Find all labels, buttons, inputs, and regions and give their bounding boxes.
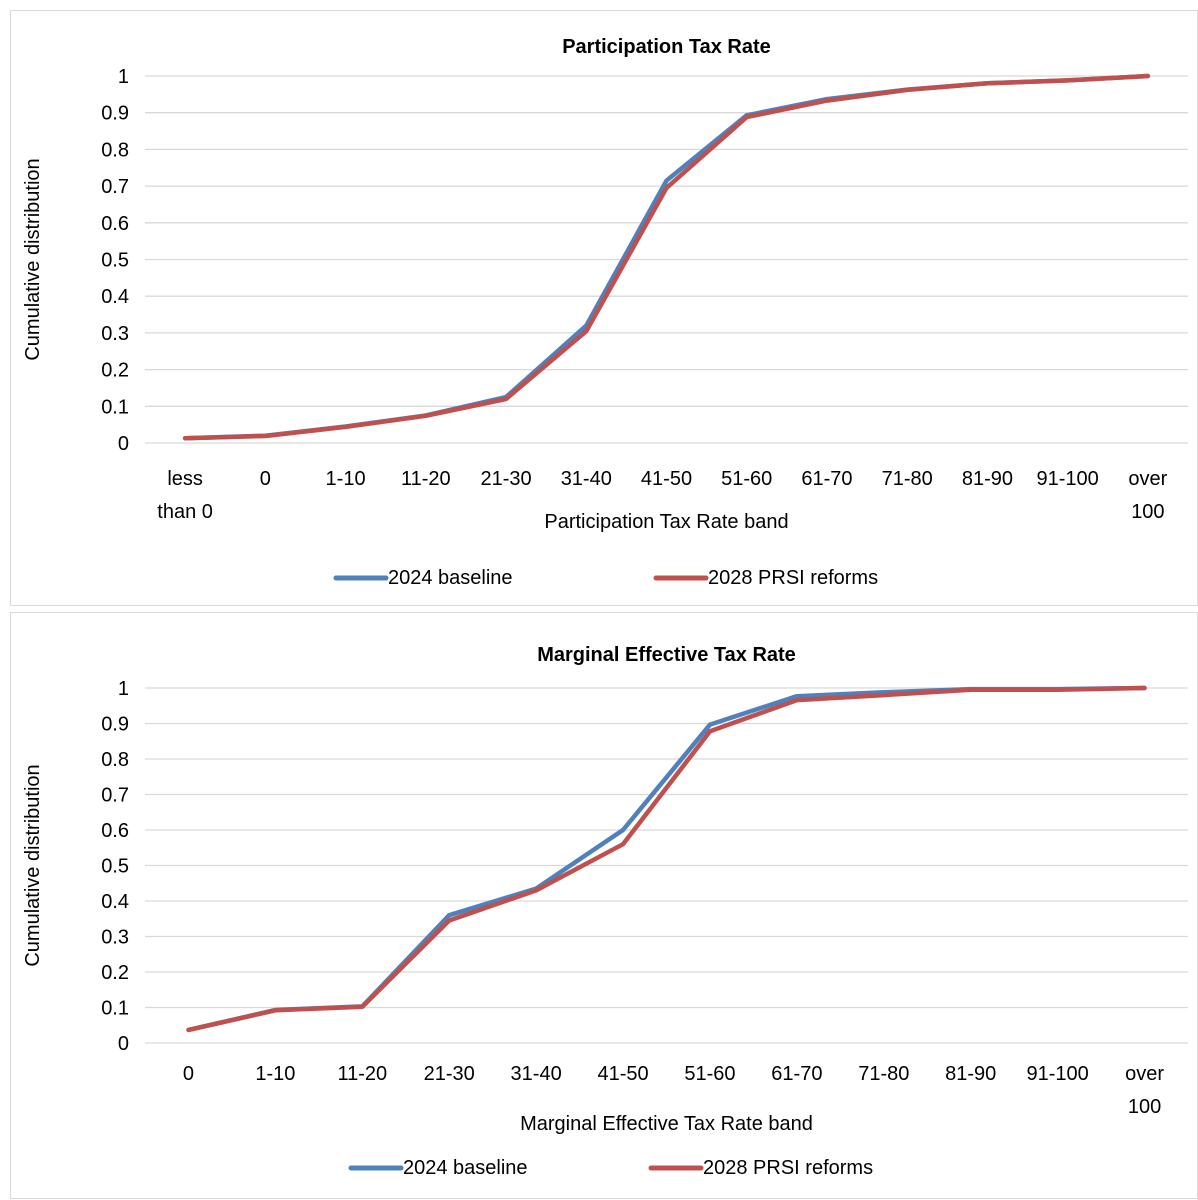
x-tick-label-line: less (167, 468, 203, 490)
x-tick-label: 91-100 (1037, 468, 1099, 490)
y-axis-title: Cumulative distribution (22, 158, 44, 360)
series-line-1 (182, 73, 1151, 441)
x-tick-label-line: 91-100 (1026, 1063, 1088, 1085)
legend-label: 2024 baseline (388, 567, 513, 589)
x-tick-label-line: 1-10 (326, 468, 366, 490)
y-tick-label: 0.8 (101, 749, 129, 771)
x-tick-label: 21-30 (424, 1063, 475, 1085)
y-tick-label: 0.2 (101, 360, 129, 382)
x-tick-label-line: 51-60 (721, 468, 772, 490)
chart-participation-tax-rate: Participation Tax Rate 0 0.1 0.2 0.3 0.4 0.5 0.… (22, 36, 1188, 589)
y-tick-label: 0.6 (101, 213, 129, 235)
x-axis-title: Marginal Effective Tax Rate band (520, 1113, 813, 1135)
x-tick-label: over 100 (1128, 468, 1167, 523)
x-tick-label: over 100 (1125, 1063, 1164, 1118)
chart-panel-marginal: Marginal Effective Tax Rate 0 0.1 0.2 0.3 0.4… (10, 612, 1198, 1199)
x-tick-label-line: 61-70 (771, 1063, 822, 1085)
x-tick-label: 31-40 (561, 468, 612, 490)
x-tick-label-line: 1-10 (255, 1063, 295, 1085)
x-tick-label: 41-50 (597, 1063, 648, 1085)
x-tick-label-line: 41-50 (641, 468, 692, 490)
y-tick-label: 0.8 (101, 139, 129, 161)
series-line-2 (186, 685, 1147, 1033)
x-tick-label-line: 91-100 (1037, 468, 1099, 490)
y-tick-label: 0.7 (101, 785, 129, 807)
y-tick-label: 0.7 (101, 176, 129, 198)
x-tick-label-line: 31-40 (511, 1063, 562, 1085)
x-tick-label-line: over (1125, 1063, 1164, 1085)
x-tick-label: 41-50 (641, 468, 692, 490)
y-tick-label: 0.4 (101, 286, 129, 308)
chart-panel-participation: Participation Tax Rate 0 0.1 0.2 0.3 0.4 0.5 0.… (10, 10, 1198, 606)
y-tick-label: 0.9 (101, 103, 129, 125)
y-tick-label: 0.5 (101, 250, 129, 272)
y-tick-label: 0 (118, 433, 129, 455)
x-tick-label-line: 61-70 (801, 468, 852, 490)
x-tick-label: 61-70 (771, 1063, 822, 1085)
y-tick-label: 0.1 (101, 998, 129, 1020)
x-tick-label-line: 71-80 (882, 468, 933, 490)
y-axis-title: Cumulative distribution (22, 764, 44, 966)
legend-label: 2024 baseline (403, 1157, 528, 1179)
x-tick-label-line: 100 (1131, 501, 1164, 523)
x-tick-label-line: 21-30 (424, 1063, 475, 1085)
y-tick-label: 0.1 (101, 396, 129, 418)
x-tick-label-line: 81-90 (962, 468, 1013, 490)
y-tick-label: 0.3 (101, 927, 129, 949)
x-tick-label-line: 31-40 (561, 468, 612, 490)
y-tick-label: 0.3 (101, 323, 129, 345)
x-tick-label-line: 11-20 (401, 468, 451, 490)
x-tick-label-line: 0 (183, 1063, 194, 1085)
x-tick-label-line: 71-80 (858, 1063, 909, 1085)
y-tick-label: 0.4 (101, 891, 129, 913)
y-tick-label: 0 (118, 1033, 129, 1055)
x-tick-label: 31-40 (511, 1063, 562, 1085)
x-tick-label: 71-80 (882, 468, 933, 490)
y-tick-label: 1 (118, 678, 129, 700)
x-tick-label: 51-60 (684, 1063, 735, 1085)
y-tick-label: 0.9 (101, 714, 129, 736)
legend-label: 2028 PRSI reforms (703, 1157, 873, 1179)
chart-marginal-effective-tax-rate: Marginal Effective Tax Rate 0 0.1 0.2 0.3 0.4… (22, 644, 1188, 1179)
chart-title: Marginal Effective Tax Rate (537, 644, 796, 666)
x-tick-label-line: 51-60 (684, 1063, 735, 1085)
x-tick-label: 0 (183, 1063, 194, 1085)
x-tick-label-line: 41-50 (597, 1063, 648, 1085)
x-tick-label: 11-20 (401, 468, 451, 490)
x-tick-label: 81-90 (962, 468, 1013, 490)
x-tick-label: 51-60 (721, 468, 772, 490)
x-tick-label-line: 21-30 (480, 468, 531, 490)
x-tick-label: 91-100 (1026, 1063, 1088, 1085)
series-line-2 (182, 73, 1151, 441)
x-tick-label-line: 81-90 (945, 1063, 996, 1085)
x-tick-label-line: over (1128, 468, 1167, 490)
y-tick-label: 1 (118, 66, 129, 88)
x-tick-label: 21-30 (480, 468, 531, 490)
x-tick-label-line: 0 (260, 468, 271, 490)
x-tick-label: 11-20 (337, 1063, 387, 1085)
x-tick-label: 1-10 (326, 468, 366, 490)
y-tick-label: 0.6 (101, 820, 129, 842)
x-tick-label: 1-10 (255, 1063, 295, 1085)
legend-label: 2028 PRSI reforms (708, 567, 878, 589)
y-tick-label: 0.5 (101, 856, 129, 878)
x-tick-label: 61-70 (801, 468, 852, 490)
x-tick-label-line: 11-20 (337, 1063, 387, 1085)
x-tick-label: 81-90 (945, 1063, 996, 1085)
x-tick-label-line: than 0 (157, 501, 213, 523)
series-line-1 (186, 685, 1147, 1033)
x-tick-label: 0 (260, 468, 271, 490)
y-tick-label: 0.2 (101, 962, 129, 984)
x-tick-label: 71-80 (858, 1063, 909, 1085)
x-tick-label: less than 0 (157, 468, 213, 523)
x-tick-label-line: 100 (1128, 1096, 1161, 1118)
x-axis-title: Participation Tax Rate band (544, 511, 788, 533)
chart-title: Participation Tax Rate (562, 36, 771, 58)
